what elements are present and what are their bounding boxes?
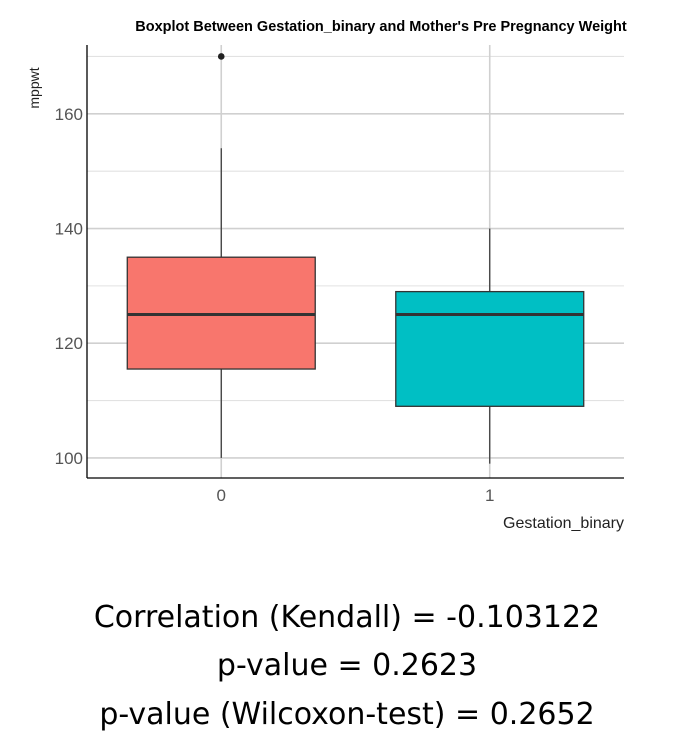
outlier-point — [217, 53, 225, 60]
y-tick-label: 100 — [55, 449, 83, 468]
y-tick-label: 120 — [55, 334, 83, 353]
kendall-correlation-text: Correlation (Kendall) = -0.103122 — [93, 600, 601, 635]
wilcoxon-p-value-text: p-value (Wilcoxon-test) = 0.2652 — [99, 697, 595, 732]
x-tick-label: 1 — [485, 486, 494, 505]
p-value-text: p-value = 0.2623 — [216, 648, 478, 683]
y-tick-label: 140 — [55, 220, 83, 239]
box-iqr — [395, 290, 585, 407]
boxplot-chart: Boxplot Between Gestation_binary and Mot… — [26, 19, 627, 532]
axes: 100 120 140 160 0 1 — [55, 45, 624, 505]
y-axis-label: mppwt — [26, 67, 42, 108]
chart-title: Boxplot Between Gestation_binary and Mot… — [135, 19, 627, 35]
x-tick-label: 0 — [217, 486, 226, 505]
x-axis-label: Gestation_binary — [503, 515, 624, 532]
box-series — [126, 53, 585, 464]
y-tick-label: 160 — [55, 105, 83, 124]
